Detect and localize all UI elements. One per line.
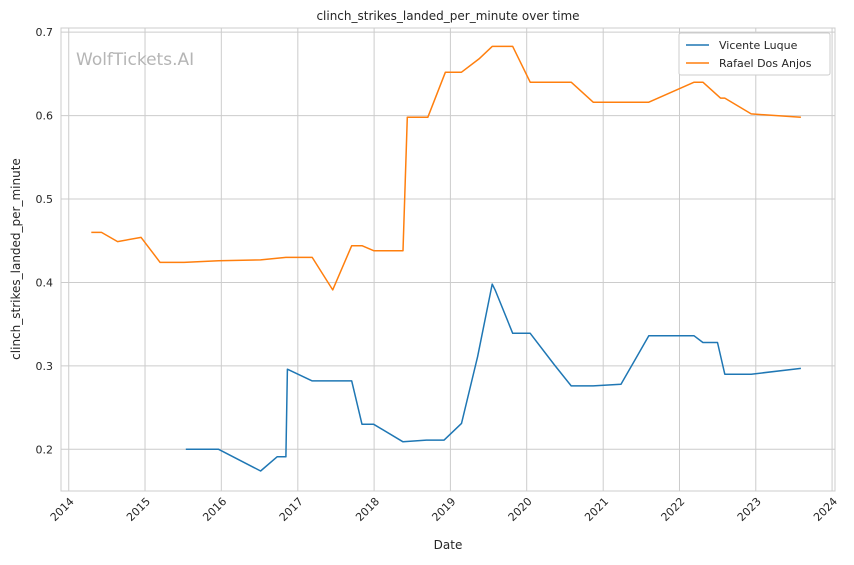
- x-tick-label: 2022: [659, 495, 688, 524]
- x-tick-label: 2020: [506, 495, 535, 524]
- y-tick-label: 0.5: [36, 193, 54, 206]
- y-tick-label: 0.2: [36, 443, 54, 456]
- legend-label-rafael-dos-anjos: Rafael Dos Anjos: [719, 57, 812, 70]
- x-axis-label: Date: [434, 538, 463, 552]
- watermark-text: WolfTickets.AI: [76, 50, 194, 70]
- chart-title: clinch_strikes_landed_per_minute over ti…: [316, 9, 579, 23]
- x-tick-label: 2024: [811, 495, 840, 524]
- x-tick-label: 2017: [277, 495, 306, 524]
- series-line-vicente-luque: [185, 283, 801, 472]
- y-tick-label: 0.7: [36, 26, 54, 39]
- x-gridlines: [68, 28, 833, 491]
- y-gridlines: [61, 31, 835, 450]
- x-tick-label: 2016: [200, 495, 229, 524]
- x-tick-labels: 2014 2015 2016 2017 2018 2019 2020 2021 2022 2023…: [48, 495, 840, 524]
- x-tick-label: 2021: [582, 495, 611, 524]
- x-tick-label: 2023: [735, 495, 764, 524]
- legend-box: [678, 32, 831, 76]
- y-tick-label: 0.4: [36, 276, 54, 289]
- x-tick-label: 2019: [429, 495, 458, 524]
- y-tick-label: 0.3: [36, 360, 54, 373]
- x-tick-label: 2018: [353, 495, 382, 524]
- series-layer: [91, 45, 801, 472]
- legend-label-vicente-luque: Vicente Luque: [719, 39, 798, 52]
- y-axis-label: clinch_strikes_landed_per_minute: [9, 158, 23, 360]
- y-tick-labels: 0.2 0.3 0.4 0.5 0.6 0.7: [36, 26, 54, 456]
- x-tick-label: 2015: [124, 495, 153, 524]
- legend: Vicente Luque Rafael Dos Anjos: [678, 32, 831, 76]
- x-tick-label: 2014: [48, 495, 77, 524]
- plot-frame: [60, 27, 836, 492]
- y-tick-label: 0.6: [36, 110, 54, 123]
- series-line-rafael-dos-anjos: [91, 45, 801, 291]
